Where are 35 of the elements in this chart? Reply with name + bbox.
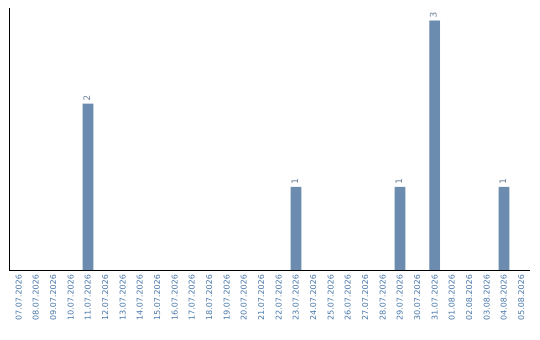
x-tick-label: 02.08.2026 — [464, 274, 474, 320]
x-tick-label: 17.07.2026 — [188, 274, 197, 320]
data-label: 3 — [430, 12, 440, 18]
x-tick-label: 24.07.2026 — [308, 274, 318, 320]
x-tick-label: 12.07.2026 — [100, 274, 110, 320]
x-tick-label: 26.07.2026 — [344, 274, 353, 320]
x-tick-label: 15.07.2026 — [152, 274, 162, 320]
x-tick-label: 23.07.2026 — [292, 274, 301, 320]
data-label: 1 — [395, 178, 405, 184]
x-tick-label: 31.07.2026 — [430, 274, 440, 320]
x-tick-label: 21.07.2026 — [256, 274, 266, 320]
x-tick-label: 13.07.2026 — [118, 274, 128, 320]
data-label: 1 — [291, 178, 301, 184]
x-tick-label: 03.08.2026 — [482, 274, 492, 320]
data-label: 2 — [83, 94, 93, 101]
data-label: 1 — [499, 178, 509, 184]
x-tick-label: 10.07.2026 — [66, 274, 76, 320]
x-tick-label: 28.07.2026 — [378, 274, 388, 320]
x-tick-label: 27.07.2026 — [360, 274, 370, 320]
x-tick-label: 18.07.2026 — [204, 274, 214, 320]
x-tick-label: 16.07.2026 — [170, 274, 180, 320]
x-tick-label: 11.07.2026 — [84, 274, 93, 320]
x-tick-label: 19.07.2026 — [222, 274, 232, 320]
x-tick-label: 29.07.2026 — [396, 274, 405, 320]
x-tick-label: 07.07.2026 — [14, 274, 24, 320]
x-tick-label: 30.07.2026 — [412, 274, 422, 320]
x-tick-label: 14.07.2026 — [136, 274, 145, 320]
x-tick-label: 20.07.2026 — [240, 274, 249, 320]
x-tick-label: 22.07.2026 — [274, 274, 284, 320]
x-tick-label: 01.08.2026 — [448, 274, 457, 320]
x-tick-label: 08.07.2026 — [32, 274, 41, 320]
x-tick-label: 05.08.2026 — [516, 274, 526, 320]
x-tick-label: 04.08.2026 — [500, 274, 509, 320]
x-tick-label: 09.07.2026 — [48, 274, 58, 320]
x-tick-label: 25.07.2026 — [326, 274, 336, 320]
